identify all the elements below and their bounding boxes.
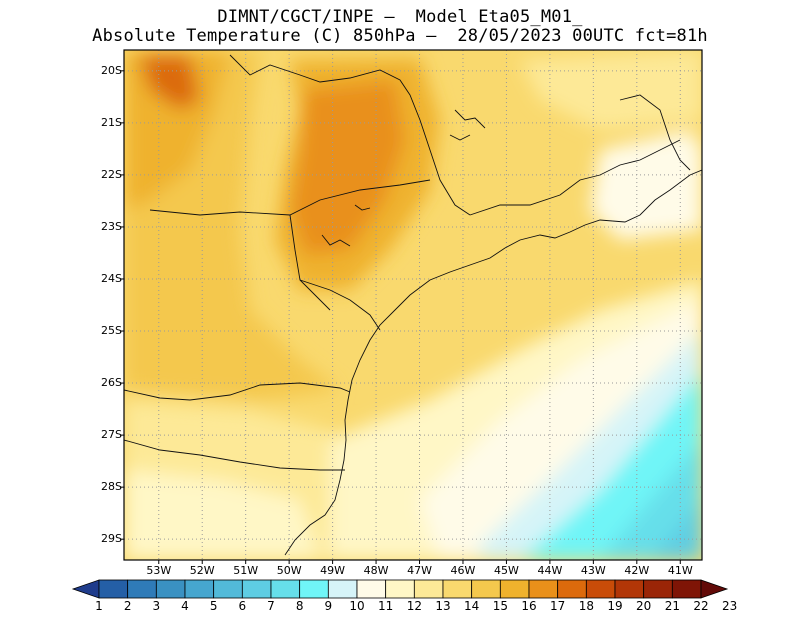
lat-tick-label: 24S [101, 271, 122, 285]
colorbar-swatch [442, 579, 473, 599]
colorbar-swatch [184, 579, 215, 599]
map-title-line1: DIMNT/CGCT/INPE – Model Eta05_M01_ [217, 7, 583, 27]
lon-tick-label: 49W [320, 564, 346, 577]
colorbar-tick-label: 10 [349, 599, 365, 613]
colorbar-tick-label: 9 [324, 599, 333, 613]
map-frame [123, 49, 703, 561]
state-border-es [619, 94, 691, 171]
colorbar-swatch [385, 579, 415, 599]
colorbar-upper-arrow [700, 579, 729, 599]
colorbar-tick-label: 8 [295, 599, 304, 613]
colorbar-tick-label: 4 [181, 599, 189, 613]
colorbar-tick-label: 2 [123, 599, 132, 613]
colorbar-tick-label: 3 [152, 599, 161, 613]
lon-tick-label: 48W [363, 564, 389, 577]
lon-tick-label: 51W [233, 564, 259, 577]
lat-tick-label: 29S [101, 532, 122, 546]
lon-tick-label: 41W [667, 564, 693, 577]
lon-tick-label: 44W [537, 564, 563, 577]
colorbar-swatch [528, 579, 559, 599]
colorbar [71, 579, 729, 599]
colorbar-swatch [585, 579, 616, 599]
lat-tick-label: 23S [101, 219, 122, 233]
colorbar-tick-label: 13 [435, 599, 451, 613]
colorbar-swatch [614, 579, 645, 599]
colorbar-swatch [241, 579, 272, 599]
colorbar-swatch [270, 579, 301, 599]
colorbar-tick-label: 16 [521, 599, 537, 613]
coastline [284, 169, 702, 556]
map-title-line2: Absolute Temperature (C) 850hPa – 28/05/… [92, 26, 708, 46]
colorbar-swatch [471, 579, 501, 599]
colorbar-lower-arrow [71, 579, 100, 599]
colorbar-tick-label: 22 [693, 599, 709, 613]
colorbar-tick-label: 7 [267, 599, 275, 613]
colorbar-swatch [155, 579, 186, 599]
colorbar-tick-label: 20 [636, 599, 652, 613]
lon-tick-label: 43W [580, 564, 606, 577]
lat-tick-label: 26S [101, 376, 122, 390]
axis-ticks [120, 70, 681, 564]
lon-tick-label: 47W [407, 564, 432, 577]
lat-tick-label: 20S [101, 63, 122, 77]
state-border-mg-sp [149, 179, 431, 216]
colorbar-tick-label: 5 [209, 599, 218, 613]
lon-tick-label: 45W [493, 564, 519, 577]
colorbar-swatch [413, 579, 444, 599]
lon-tick-label: 46W [450, 564, 476, 577]
colorbar-swatch [671, 579, 702, 599]
coastline-and-borders [124, 54, 702, 556]
colorbar-swatch [98, 579, 129, 599]
colorbar-tick-label: 14 [464, 599, 480, 613]
colorbar-swatch [327, 579, 358, 599]
river-reservoir [321, 109, 486, 247]
lon-tick-label: 42W [624, 564, 650, 577]
lat-tick-label: 22S [101, 167, 122, 181]
temperature-field [124, 50, 702, 560]
colorbar-swatch [557, 579, 587, 599]
lat-tick-label: 25S [101, 324, 122, 338]
colorbar-tick-label: 1 [95, 599, 103, 613]
colorbar-tick-label: 11 [378, 599, 394, 613]
state-border-mg-north [229, 54, 471, 216]
colorbar-tick-label: 6 [238, 599, 247, 613]
colorbar-swatch [356, 579, 387, 599]
colorbar-swatch [299, 579, 329, 599]
colorbar-tick-label: 12 [406, 599, 422, 613]
lat-tick-label: 21S [101, 115, 122, 129]
state-border-rj [469, 139, 681, 216]
lon-tick-label: 53W [146, 564, 172, 577]
colorbar-tick-label: 19 [607, 599, 623, 613]
colorbar-swatch [499, 579, 530, 599]
colorbar-tick-label: 17 [550, 599, 566, 613]
lat-tick-label: 28S [101, 480, 122, 494]
state-border-sc-rs [124, 439, 345, 471]
colorbar-tick-label: 18 [578, 599, 594, 613]
colorbar-tick-label: 21 [664, 599, 680, 613]
colorbar-tick-label: 15 [492, 599, 508, 613]
colorbar-swatch [643, 579, 673, 599]
lon-tick-label: 52W [189, 564, 215, 577]
state-border-sp-pr [299, 279, 381, 331]
colorbar-tick-label: 23 [722, 599, 738, 613]
state-border-pr-sc [124, 382, 351, 401]
map-graticule [124, 50, 702, 560]
colorbar-swatch [213, 579, 243, 599]
lat-tick-label: 27S [101, 428, 122, 442]
lon-tick-label: 50W [276, 564, 302, 577]
colorbar-swatch [127, 579, 157, 599]
